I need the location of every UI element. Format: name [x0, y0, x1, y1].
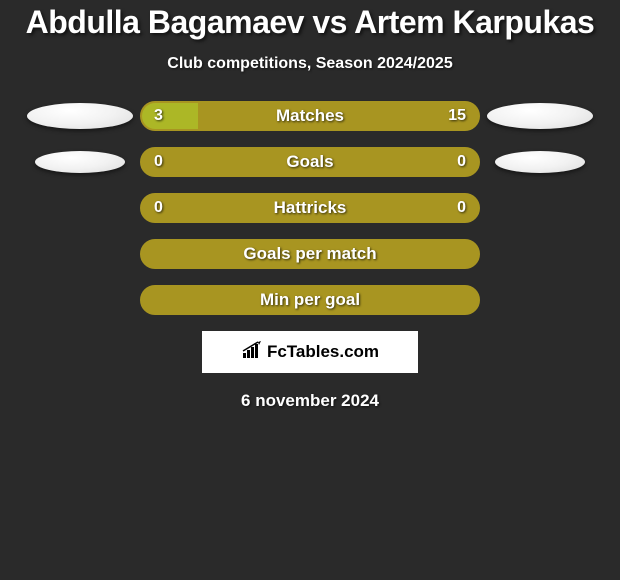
stat-row-matches: 3 Matches 15	[0, 101, 620, 131]
stat-row-goals: 0 Goals 0	[0, 147, 620, 177]
logo-text: FcTables.com	[267, 342, 379, 362]
stat-label: Matches	[142, 106, 478, 126]
stat-label: Min per goal	[142, 290, 478, 310]
comparison-infographic: Abdulla Bagamaev vs Artem Karpukas Club …	[0, 0, 620, 411]
stat-row-hattricks: 0 Hattricks 0	[0, 193, 620, 223]
logo-box: FcTables.com	[202, 331, 418, 373]
player2-avatar	[487, 103, 593, 129]
player2-avatar	[495, 151, 585, 173]
player1-avatar	[35, 151, 125, 173]
player2-value: 0	[457, 153, 466, 171]
avatar-slot-left	[20, 151, 140, 173]
avatar-slot-right	[480, 151, 600, 173]
logo: FcTables.com	[241, 341, 379, 364]
stat-bar: Min per goal	[140, 285, 480, 315]
page-title: Abdulla Bagamaev vs Artem Karpukas	[0, 4, 620, 41]
stat-row-goals-per-match: Goals per match	[0, 239, 620, 269]
stat-bar: Goals per match	[140, 239, 480, 269]
stat-bar: 0 Hattricks 0	[140, 193, 480, 223]
stat-bar: 3 Matches 15	[140, 101, 480, 131]
stat-row-min-per-goal: Min per goal	[0, 285, 620, 315]
stat-label: Goals	[142, 152, 478, 172]
avatar-slot-right	[480, 103, 600, 129]
stat-bar: 0 Goals 0	[140, 147, 480, 177]
player2-value: 15	[448, 107, 466, 125]
date-label: 6 november 2024	[0, 391, 620, 411]
player2-value: 0	[457, 199, 466, 217]
season-subtitle: Club competitions, Season 2024/2025	[0, 55, 620, 73]
chart-icon	[241, 341, 263, 364]
player1-avatar	[27, 103, 133, 129]
avatar-slot-left	[20, 103, 140, 129]
stat-label: Goals per match	[142, 244, 478, 264]
stat-label: Hattricks	[142, 198, 478, 218]
